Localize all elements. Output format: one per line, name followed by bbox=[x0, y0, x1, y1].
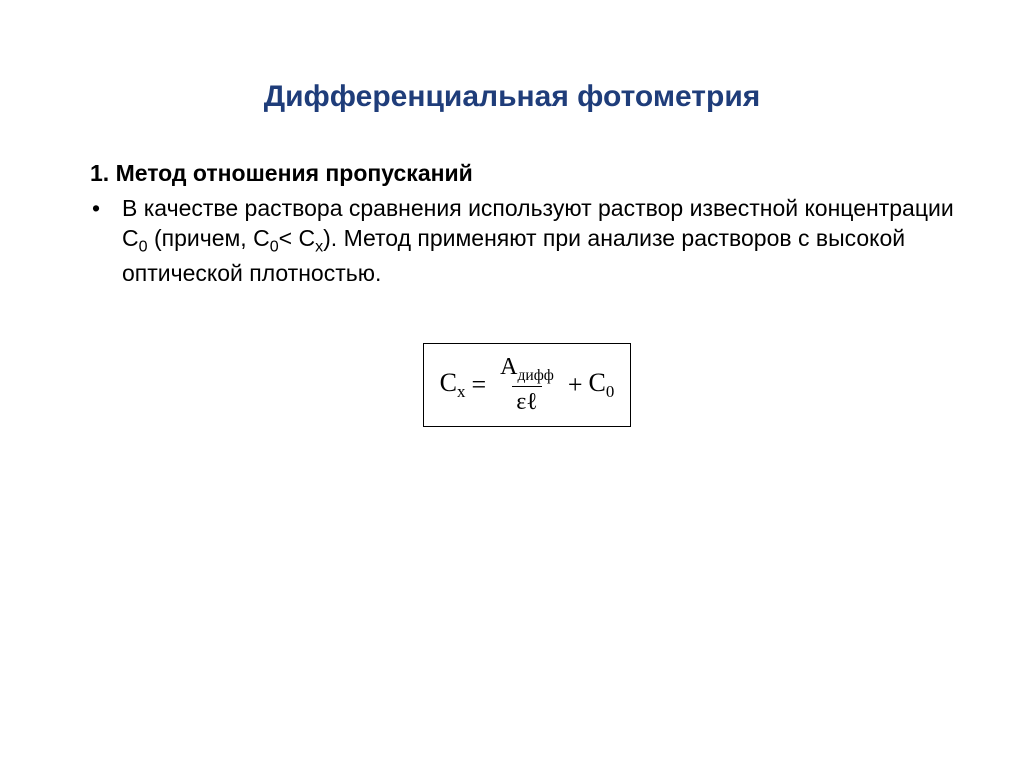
fraction-denominator: εℓ bbox=[512, 386, 542, 416]
section-number: 1. bbox=[90, 160, 109, 186]
bullet-item: • В качестве раствора сравнения использу… bbox=[90, 193, 964, 289]
para-part-2: (причем, С bbox=[148, 225, 270, 251]
formula-plus: + bbox=[568, 370, 583, 400]
bullet-text: В качестве раствора сравнения используют… bbox=[122, 193, 964, 289]
slide: Дифференциальная фотометрия 1. Метод отн… bbox=[0, 0, 1024, 767]
sub-c0-b: 0 bbox=[270, 238, 279, 256]
rhs-var: C bbox=[589, 368, 606, 397]
para-part-3: < С bbox=[279, 225, 315, 251]
formula-box: Cx = Aдифф εℓ + C0 bbox=[423, 343, 632, 428]
formula-container: Cx = Aдифф εℓ + C0 bbox=[90, 343, 964, 428]
formula-fraction: Aдифф εℓ bbox=[496, 354, 558, 417]
sub-c0-a: 0 bbox=[139, 238, 148, 256]
slide-title: Дифференциальная фотометрия bbox=[60, 80, 964, 114]
fraction-numerator: Aдифф bbox=[496, 354, 558, 387]
slide-content: 1. Метод отношения пропусканий • В качес… bbox=[60, 160, 964, 427]
bullet-icon: • bbox=[90, 193, 122, 223]
lhs-var: C bbox=[440, 368, 457, 397]
formula-equals: = bbox=[471, 370, 486, 400]
formula-rhs: C0 bbox=[589, 368, 615, 402]
section-heading: Метод отношения пропусканий bbox=[116, 160, 473, 186]
num-sub: дифф bbox=[517, 366, 553, 383]
sub-cx: х bbox=[315, 238, 323, 256]
formula-lhs: Cx bbox=[440, 368, 466, 402]
lhs-sub: x bbox=[457, 382, 465, 401]
rhs-sub: 0 bbox=[606, 382, 614, 401]
section-heading-row: 1. Метод отношения пропусканий bbox=[90, 160, 964, 187]
num-var: A bbox=[500, 354, 517, 380]
